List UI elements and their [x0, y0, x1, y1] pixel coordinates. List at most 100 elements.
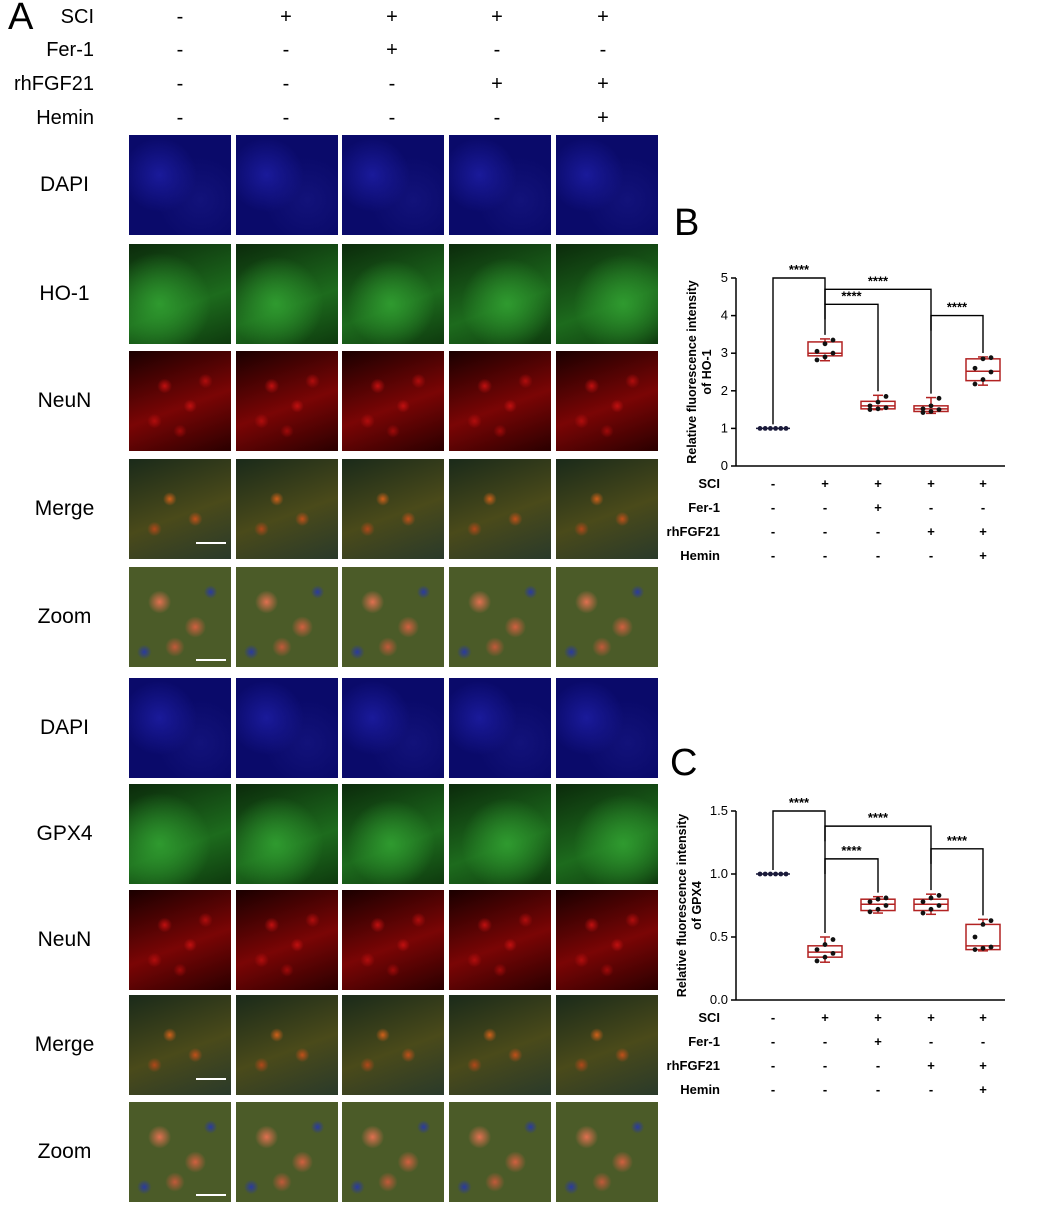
- treatment-mark: -: [929, 548, 933, 563]
- treatment-mark: +: [979, 476, 987, 491]
- data-point: [867, 899, 873, 905]
- treatment-mark: +: [386, 6, 398, 28]
- data-point: [920, 406, 926, 412]
- data-point: [830, 350, 836, 356]
- treatment-mark: -: [282, 39, 290, 61]
- data-point: [875, 896, 881, 902]
- data-point: [980, 945, 986, 951]
- treatment-label: rhFGF21: [667, 1058, 720, 1073]
- micrograph-merge: [236, 995, 338, 1095]
- y-tick-label: 5: [721, 270, 728, 285]
- y-axis-label: Relative fluorescence intensityof GPX4: [675, 814, 704, 997]
- treatment-label-hemin: Hemin: [36, 107, 94, 129]
- y-tick-label: 1: [721, 420, 728, 435]
- row-label-ho-1: HO-1: [39, 282, 90, 305]
- significance-bracket: [930, 848, 984, 916]
- data-point: [883, 895, 889, 901]
- significance-label: ****: [868, 810, 889, 825]
- micrograph-merge: [449, 995, 551, 1095]
- treatment-mark: -: [876, 1082, 880, 1097]
- scale-bar: [196, 1194, 226, 1196]
- y-axis-label-line: of HO-1: [700, 349, 714, 394]
- data-point: [778, 426, 784, 431]
- treatment-mark: +: [386, 39, 398, 61]
- treatment-label: SCI: [698, 1010, 720, 1025]
- treatment-mark: +: [874, 476, 882, 491]
- micrograph-dapi: [556, 678, 658, 778]
- micrograph-merge: [129, 459, 231, 559]
- treatment-label: Fer-1: [688, 500, 720, 515]
- treatment-mark: +: [927, 1058, 935, 1073]
- data-point: [762, 871, 768, 877]
- data-point: [972, 365, 978, 371]
- micrograph-dapi: [342, 678, 444, 778]
- data-point: [830, 937, 836, 942]
- treatment-mark: -: [981, 500, 985, 515]
- micrograph-zoom: [342, 567, 444, 667]
- treatment-label: rhFGF21: [667, 524, 720, 539]
- treatment-mark: -: [771, 524, 775, 539]
- data-point: [920, 910, 926, 916]
- treatment-mark: -: [282, 73, 290, 95]
- treatment-mark: -: [599, 39, 607, 61]
- treatment-mark: -: [876, 548, 880, 563]
- y-tick-label: 0.5: [710, 929, 728, 944]
- micrograph-green: [556, 784, 658, 884]
- data-point: [822, 341, 828, 347]
- micrograph-dapi: [129, 678, 231, 778]
- significance-bracket: [930, 314, 984, 353]
- data-point: [783, 426, 789, 431]
- data-point: [875, 906, 881, 912]
- scale-bar: [196, 659, 226, 661]
- y-tick-label: 2: [721, 383, 728, 398]
- row-label-zoom: Zoom: [37, 605, 92, 628]
- treatment-label: Hemin: [680, 548, 720, 563]
- data-point: [980, 377, 986, 382]
- micrograph-zoom: [236, 567, 338, 667]
- y-tick-label: 0: [721, 458, 728, 473]
- data-point: [936, 893, 942, 898]
- data-point: [768, 871, 773, 877]
- data-point: [920, 410, 926, 416]
- treatment-mark: -: [823, 500, 827, 515]
- data-point: [972, 947, 978, 952]
- micrograph-green: [236, 784, 338, 884]
- treatment-mark: -: [823, 1058, 827, 1073]
- treatment-mark: -: [876, 1058, 880, 1073]
- micrograph-dapi: [236, 678, 338, 778]
- treatment-label-fer-1: Fer-1: [46, 39, 94, 61]
- data-point: [988, 369, 994, 375]
- treatment-mark: +: [597, 107, 609, 129]
- row-label-neun: NeuN: [37, 928, 92, 951]
- y-tick-label: 1.5: [710, 803, 728, 818]
- data-point: [920, 899, 926, 905]
- data-point: [830, 950, 836, 956]
- y-tick-label: 4: [721, 308, 728, 323]
- treatment-mark: -: [771, 1010, 775, 1025]
- micrograph-dapi: [556, 135, 658, 235]
- significance-label: ****: [841, 288, 862, 303]
- treatment-label: SCI: [698, 476, 720, 491]
- treatment-mark: -: [176, 107, 184, 129]
- micrograph-merge: [342, 995, 444, 1095]
- treatment-mark: +: [597, 73, 609, 95]
- treatment-mark: +: [927, 1010, 935, 1025]
- micrograph-green: [129, 244, 231, 344]
- significance-bracket: [824, 303, 879, 392]
- micrograph-zoom: [236, 1102, 338, 1202]
- data-point: [980, 356, 986, 362]
- treatment-mark: -: [823, 524, 827, 539]
- treatment-mark: +: [979, 1010, 987, 1025]
- micrograph-green: [556, 244, 658, 344]
- treatment-mark: -: [771, 1034, 775, 1049]
- gpx4-box-chart: 0.0 0.5 1.0 1.5 Relative fluorescence intens…: [667, 795, 1005, 1097]
- treatment-mark: -: [929, 1082, 933, 1097]
- data-point: [822, 942, 828, 947]
- treatment-mark: -: [493, 107, 501, 129]
- treatment-mark: -: [176, 39, 184, 61]
- ho1-box-chart: 0 1 2 3 4 5 Relative fluorescence intensityof …: [667, 262, 1005, 563]
- micrograph-green: [342, 784, 444, 884]
- y-tick-label: 3: [721, 345, 728, 360]
- data-point: [972, 381, 978, 387]
- micrograph-green: [449, 244, 551, 344]
